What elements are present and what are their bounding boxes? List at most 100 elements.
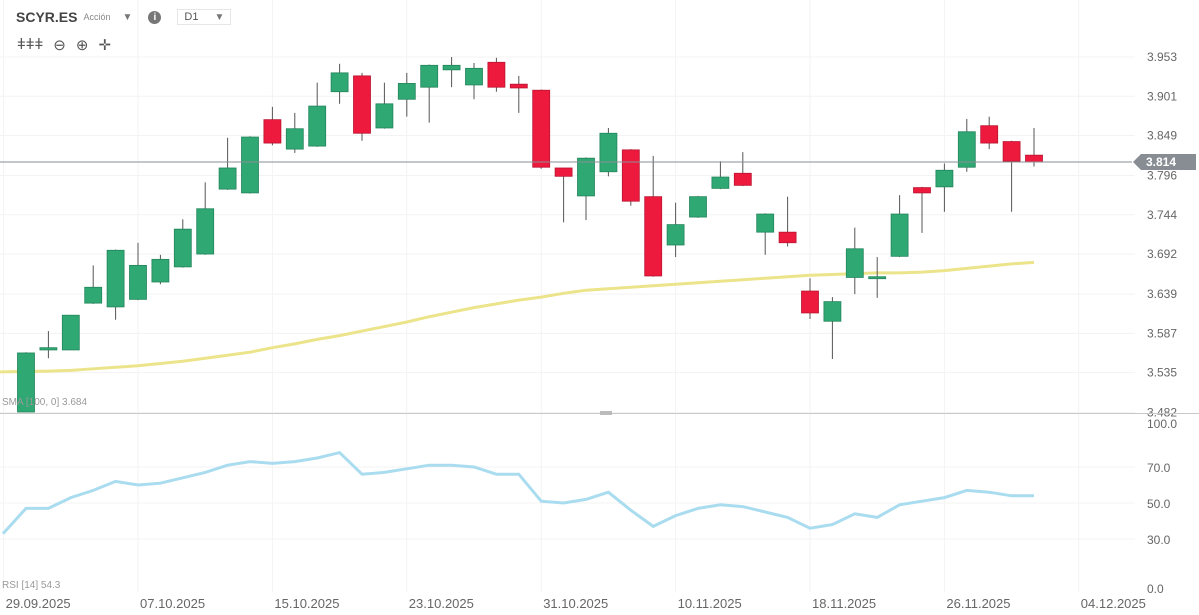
- axes-layer: 3.953 3.901 3.849 3.796 3.744 3.692 3.639 3.587…: [0, 50, 1199, 611]
- sma-legend: SMA [100, 0] 3.684: [2, 397, 87, 408]
- candle-body: [711, 176, 730, 189]
- price-tick-label: 3.535: [1147, 366, 1177, 380]
- candle: [330, 63, 349, 104]
- timeframe-select[interactable]: D1 ▼: [177, 9, 232, 25]
- rsi-tick-label: 50.0: [1147, 497, 1171, 511]
- candle: [84, 265, 103, 304]
- candle: [196, 182, 215, 255]
- candle-body: [935, 169, 954, 188]
- candle: [868, 257, 887, 298]
- date-tick-label: 26.11.2025: [946, 596, 1010, 611]
- candle: [465, 63, 483, 100]
- candle: [621, 149, 640, 206]
- instrument-type: Acción: [83, 12, 111, 22]
- caret-down-icon: ▼: [214, 11, 225, 23]
- candle: [1025, 127, 1043, 167]
- candle-body: [1002, 141, 1021, 162]
- candle-body: [420, 64, 439, 88]
- caret-down-icon[interactable]: ▼: [122, 11, 133, 23]
- candle-body: [532, 89, 551, 168]
- candle-body: [129, 264, 147, 300]
- candle-body: [577, 157, 595, 197]
- candle: [173, 219, 192, 268]
- date-tick-label: 04.12.2025: [1081, 596, 1146, 611]
- rsi-layer: [1, 450, 1034, 535]
- candles-icon[interactable]: ǂǂǂ: [17, 36, 44, 53]
- candle-body: [151, 258, 170, 283]
- candle-body: [353, 75, 371, 134]
- candle-body: [241, 136, 259, 194]
- candle: [442, 57, 461, 88]
- candle: [823, 297, 842, 359]
- candle: [957, 118, 976, 172]
- candle: [308, 82, 327, 147]
- price-tick-label: 3.796: [1147, 169, 1177, 183]
- candle: [554, 167, 573, 223]
- candle-body: [689, 196, 707, 218]
- candle-body: [778, 231, 797, 244]
- candle-body: [465, 67, 483, 86]
- candle: [285, 112, 304, 153]
- rsi-tick-label: 100.0: [1147, 417, 1177, 431]
- rsi-tick-label: 70.0: [1147, 461, 1171, 475]
- date-tick-label: 10.11.2025: [678, 596, 742, 611]
- candle: [1002, 140, 1021, 212]
- candle: [218, 137, 237, 190]
- info-icon[interactable]: i: [148, 10, 162, 24]
- candle: [129, 242, 147, 301]
- candle-body: [554, 167, 573, 177]
- candle: [711, 161, 730, 190]
- candles-layer: [17, 57, 1043, 413]
- candle: [509, 75, 528, 113]
- zoom-out-icon[interactable]: ⊖: [53, 37, 66, 54]
- candle-body: [330, 72, 349, 93]
- candle: [756, 213, 775, 255]
- zoom-in-icon[interactable]: ⊕: [75, 37, 89, 54]
- candle-body: [285, 128, 304, 150]
- candle: [61, 314, 80, 351]
- candle-body: [666, 224, 685, 246]
- candle: [420, 64, 439, 123]
- candle-body: [644, 196, 663, 277]
- toolbar: ǂǂǂ ⊖ ⊕ ✛: [17, 36, 111, 54]
- panel-resize-handle[interactable]: [600, 411, 612, 415]
- price-tick-label: 3.901: [1147, 89, 1177, 103]
- candle-body: [980, 125, 999, 144]
- candle: [980, 116, 999, 150]
- candle: [913, 186, 931, 233]
- candle-body: [890, 213, 909, 257]
- candle-body: [442, 64, 461, 71]
- date-tick-label: 18.11.2025: [812, 596, 876, 611]
- rsi-legend: RSI [14] 54.3: [2, 580, 61, 591]
- date-tick-label: 31.10.2025: [543, 596, 608, 611]
- candle: [666, 202, 685, 258]
- candle-body: [756, 213, 775, 233]
- candle-body: [801, 290, 819, 314]
- candle-body: [39, 347, 58, 351]
- candle-body: [599, 132, 618, 173]
- candle: [733, 152, 752, 187]
- candle: [353, 72, 371, 141]
- candle: [577, 157, 595, 221]
- candle: [17, 352, 35, 413]
- candle: [487, 57, 506, 92]
- candle-body: [84, 286, 103, 304]
- candle-body: [263, 119, 282, 144]
- rsi-tick-label: 30.0: [1147, 533, 1171, 547]
- price-tick-label: 3.587: [1147, 326, 1177, 340]
- price-tick-label: 3.744: [1147, 208, 1177, 222]
- candle-body: [621, 149, 640, 202]
- candle-body: [957, 131, 976, 168]
- candle: [801, 278, 819, 319]
- chart-header: SCYR.ES Acción ▼ i D1 ▼: [16, 9, 232, 25]
- crosshair-icon[interactable]: ✛: [98, 37, 112, 54]
- date-tick-label: 15.10.2025: [274, 596, 339, 611]
- date-tick-label: 23.10.2025: [409, 596, 474, 611]
- candle: [532, 89, 551, 169]
- price-tick-label: 3.482: [1147, 406, 1177, 420]
- candle-body: [868, 276, 887, 280]
- current-price-badge: [1133, 153, 1196, 170]
- candle: [375, 82, 394, 129]
- candle-body: [397, 83, 416, 100]
